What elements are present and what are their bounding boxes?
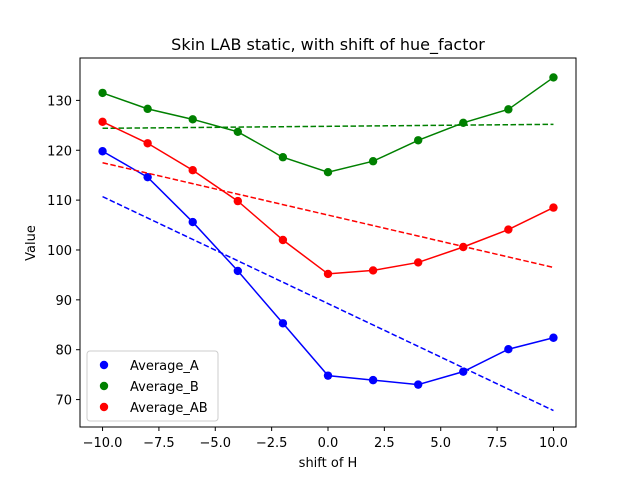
average-ab-point	[324, 270, 332, 278]
y-tick-label: 70	[55, 394, 72, 409]
average-ab-point	[414, 258, 422, 266]
average-a-point	[98, 147, 106, 155]
x-axis-title: shift of H	[299, 456, 358, 471]
average-b-legend-marker	[100, 382, 108, 390]
average-b-point	[234, 128, 242, 136]
average-b-point	[414, 136, 422, 144]
x-tick-label: −7.5	[143, 436, 175, 451]
x-tick-label: −2.5	[256, 436, 288, 451]
y-tick-label: 130	[47, 94, 72, 109]
x-tick-label: 10.0	[539, 436, 568, 451]
average-a-point	[234, 267, 242, 275]
average-a-legend-marker	[100, 361, 108, 369]
average-ab-legend-marker	[100, 403, 108, 411]
average-ab-legend-label: Average_AB	[130, 401, 208, 416]
average-a-point	[459, 367, 467, 375]
average-ab-point	[143, 139, 151, 147]
average-a-point	[414, 380, 422, 388]
average-ab-point	[504, 225, 512, 233]
average-ab-point	[369, 266, 377, 274]
x-tick-label: 7.5	[487, 436, 508, 451]
average-ab-point	[98, 118, 106, 126]
average-b-point	[189, 115, 197, 123]
y-tick-label: 120	[47, 144, 72, 159]
x-tick-label: −5.0	[199, 436, 231, 451]
average-ab-point	[279, 236, 287, 244]
average-ab-point	[459, 243, 467, 251]
average-b-point	[504, 105, 512, 113]
chart-title: Skin LAB static, with shift of hue_facto…	[171, 35, 485, 55]
x-tick-label: 5.0	[430, 436, 451, 451]
average-a-legend-label: Average_A	[130, 359, 199, 374]
y-axis-title: Value	[24, 225, 39, 261]
average-ab-point	[189, 166, 197, 174]
legend: Average_A Average_B Average_AB	[87, 351, 218, 421]
average-b-point	[324, 168, 332, 176]
average-a-point	[324, 371, 332, 379]
average-a-point	[189, 218, 197, 226]
average-b-point	[98, 89, 106, 97]
y-tick-label: 90	[55, 294, 72, 309]
average-b-point	[369, 157, 377, 165]
average-a-point	[549, 334, 557, 342]
y-tick-label: 100	[47, 244, 72, 259]
x-tick-label: 2.5	[374, 436, 395, 451]
average-b-point	[143, 105, 151, 113]
average-b-point	[549, 73, 557, 81]
y-tick-label: 80	[55, 344, 72, 359]
y-tick-label: 110	[47, 194, 72, 209]
average-ab-point	[549, 203, 557, 211]
average-b-point	[459, 119, 467, 127]
average-a-point	[369, 376, 377, 384]
average-ab-point	[234, 197, 242, 205]
x-tick-label: −10.0	[83, 436, 123, 451]
x-tick-label: 0.0	[318, 436, 339, 451]
average-b-point	[279, 153, 287, 161]
average-a-point	[504, 345, 512, 353]
average-b-legend-label: Average_B	[130, 380, 199, 395]
average-a-point	[279, 319, 287, 327]
